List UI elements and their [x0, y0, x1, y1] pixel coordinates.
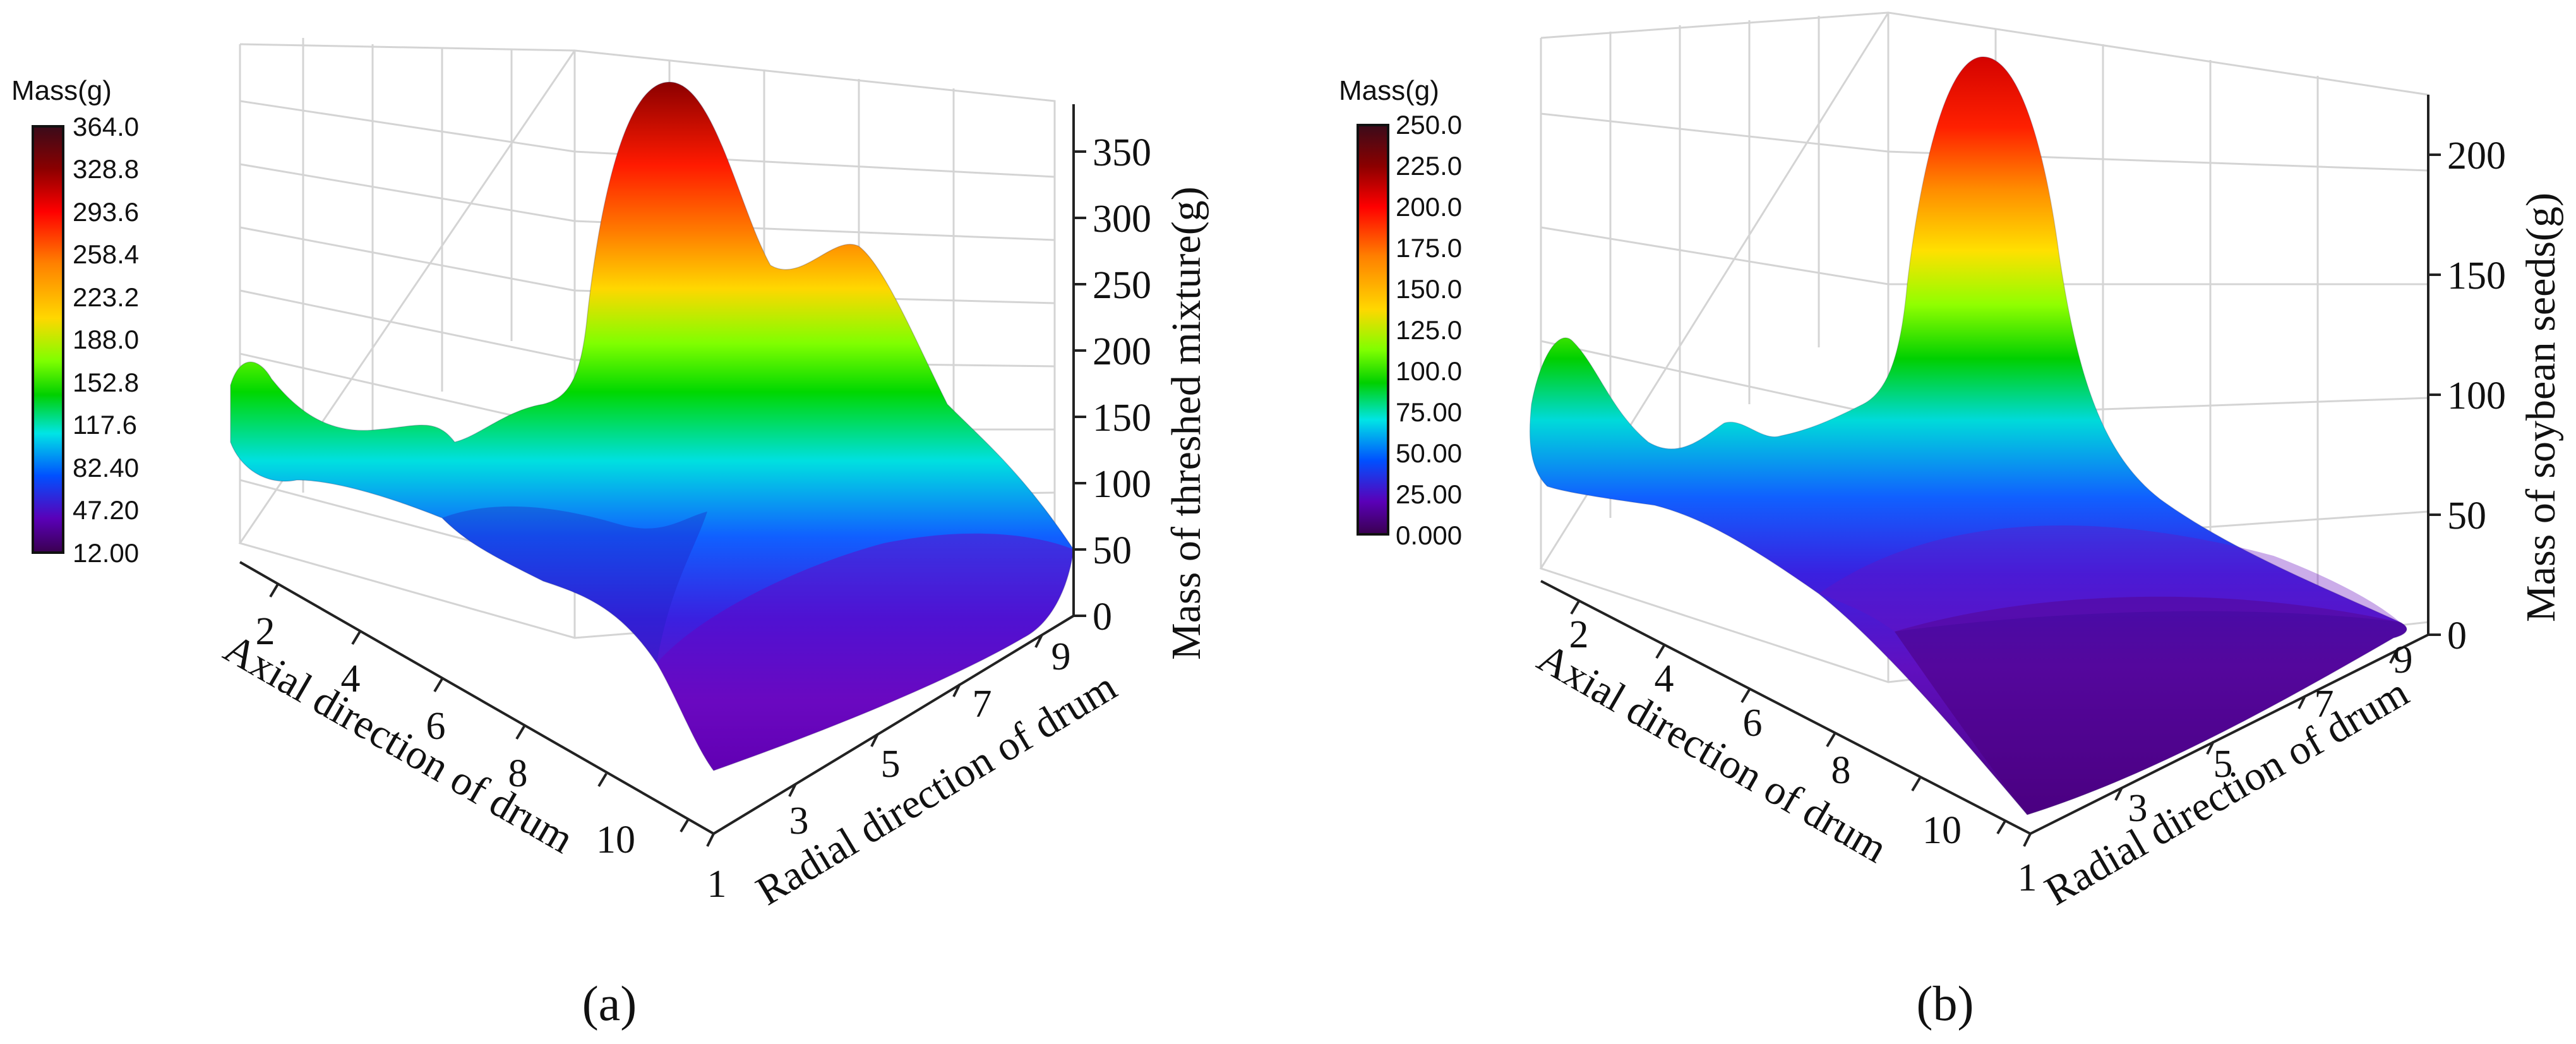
- panel-a-ztick: 250: [1093, 264, 1151, 307]
- panel-b-colorbar-title: Mass(g): [1339, 75, 1439, 106]
- panel-a-cbtick: 188.0: [73, 325, 139, 354]
- panel-b-ytick: 9: [2393, 639, 2413, 681]
- panel-a-cbtick: 328.8: [73, 154, 139, 184]
- panel-b-ytick: 7: [2315, 683, 2334, 726]
- panel-b-xtick: 10: [1922, 809, 1962, 852]
- panel-a-colorbar: [32, 125, 64, 554]
- panel-b-xtick: 4: [1655, 657, 1674, 700]
- panel-b-cbtick: 125.0: [1396, 315, 1462, 345]
- panel-b-ztick: 0: [2447, 615, 2467, 657]
- panel-b-cbtick: 0.000: [1396, 520, 1462, 550]
- panel-b-zlabel: Mass of soybean seeds(g): [2518, 193, 2564, 622]
- panel-a-xlabel: Axial direction of drum: [217, 625, 582, 863]
- panel-b-colorbar: [1357, 124, 1389, 536]
- panel-a-xtick: 4: [341, 657, 361, 700]
- panel-b-cbtick: 100.0: [1396, 356, 1462, 386]
- panel-a-ztick: 150: [1093, 397, 1151, 440]
- panel-a-xtick: 10: [596, 819, 635, 861]
- panel-a-xtick: 8: [508, 752, 528, 795]
- panel-a-xtick: 6: [426, 705, 446, 748]
- panel-a-ztick: 200: [1093, 330, 1151, 373]
- panel-b-axes: [1540, 95, 2441, 847]
- panel-a-surface-fold: [442, 506, 707, 663]
- panel-b-surface-midshade: [1819, 525, 2400, 632]
- panel-a-ytick: 3: [789, 800, 809, 843]
- panel-a-ztick: 350: [1093, 131, 1151, 174]
- panel-a-ztick: 50: [1093, 529, 1132, 572]
- panel-b-caption: (b): [1917, 976, 1974, 1031]
- panel-a-cbtick: 293.6: [73, 197, 139, 227]
- panel-b-ytick: 3: [2128, 787, 2148, 830]
- panel-b-surface-shade: [1895, 596, 2407, 815]
- panel-b-cbtick: 50.00: [1396, 438, 1462, 468]
- panel-a-cbtick: 12.00: [73, 538, 139, 568]
- panel-a-cbtick: 223.2: [73, 282, 139, 312]
- panel-b-xtick: 8: [1831, 749, 1851, 792]
- panel-a-cbtick: 364.0: [73, 112, 139, 141]
- panel-a-cbtick: 82.40: [73, 453, 139, 483]
- panel-a-zlabel: Mass of threshed mixture(g): [1163, 186, 1209, 660]
- panel-b-ztick: 150: [2447, 255, 2506, 297]
- panel-b-cbtick: 75.00: [1396, 397, 1462, 427]
- panel-b-cbtick: 25.00: [1396, 479, 1462, 509]
- panel-a-ztick: 100: [1093, 463, 1151, 506]
- panel-b-cbtick: 150.0: [1396, 274, 1462, 304]
- panel-a-colorbar-ticks: 364.0 328.8 293.6 258.4 223.2 188.0 152.…: [73, 112, 139, 568]
- panel-b-ztick: 200: [2447, 135, 2506, 177]
- panel-b-ztick: 50: [2447, 495, 2486, 537]
- panel-a-colorbar-title: Mass(g): [11, 75, 112, 106]
- panel-b: 2 4 6 8 10 1 3 5 7 9 0 50 100 150 200 Ax…: [1339, 11, 2564, 1031]
- panel-b-cbtick: 175.0: [1396, 233, 1462, 263]
- panel-a-caption: (a): [582, 976, 637, 1031]
- panel-a-cbtick: 47.20: [73, 495, 139, 525]
- panel-b-ztick: 100: [2447, 375, 2506, 417]
- panel-b-xtick: 2: [1569, 613, 1589, 656]
- panel-a-ytick: 5: [881, 743, 901, 786]
- panel-b-colorbar-ticks: 250.0 225.0 200.0 175.0 150.0 125.0 100.…: [1396, 110, 1462, 550]
- panel-a-ytick: 9: [1051, 635, 1071, 678]
- panel-a-ztick: 300: [1093, 198, 1151, 241]
- panel-b-cbtick: 225.0: [1396, 151, 1462, 181]
- panel-b-cbtick: 250.0: [1396, 110, 1462, 140]
- panel-b-ytick: 5: [2214, 743, 2233, 786]
- panel-a-surface-shade: [657, 533, 1074, 771]
- panel-b-cbtick: 200.0: [1396, 192, 1462, 222]
- panel-a-axes: [239, 104, 1086, 847]
- panel-a-xtick: 2: [256, 610, 275, 653]
- panel-a: 2 4 6 8 10 1 3 5 7 9 0 50 100 150 200 25…: [11, 38, 1209, 1031]
- panel-a-cbtick: 258.4: [73, 239, 139, 269]
- panel-a-ytick: 7: [973, 683, 992, 726]
- panel-b-xtick: 6: [1743, 702, 1763, 745]
- panel-b-ytick: 1: [2018, 856, 2037, 899]
- panel-a-ztick: 0: [1093, 596, 1112, 639]
- panel-a-surface: [230, 81, 1074, 771]
- panel-a-ytick: 1: [707, 863, 727, 906]
- panel-a-cbtick: 152.8: [73, 368, 139, 397]
- panel-a-cbtick: 117.6: [73, 410, 137, 440]
